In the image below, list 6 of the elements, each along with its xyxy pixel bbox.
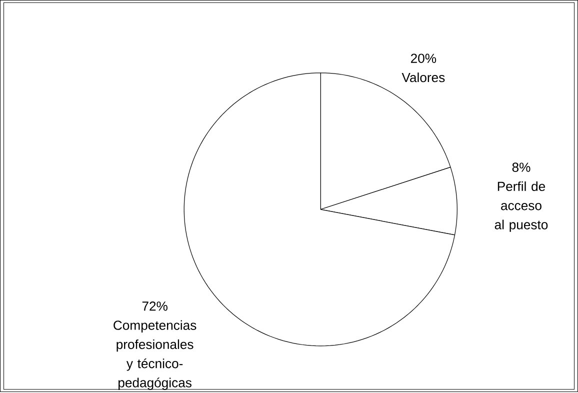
slice-label: Perfil de acceso al puesto xyxy=(494,181,548,232)
data-label: 8% xyxy=(512,162,530,172)
data-label: 72% xyxy=(142,301,168,311)
data-label: 20% xyxy=(410,54,436,63)
slice-label: Competencias profesionales y técnico-pedagógicas xyxy=(114,320,196,390)
slice-label: Valores xyxy=(402,72,445,82)
